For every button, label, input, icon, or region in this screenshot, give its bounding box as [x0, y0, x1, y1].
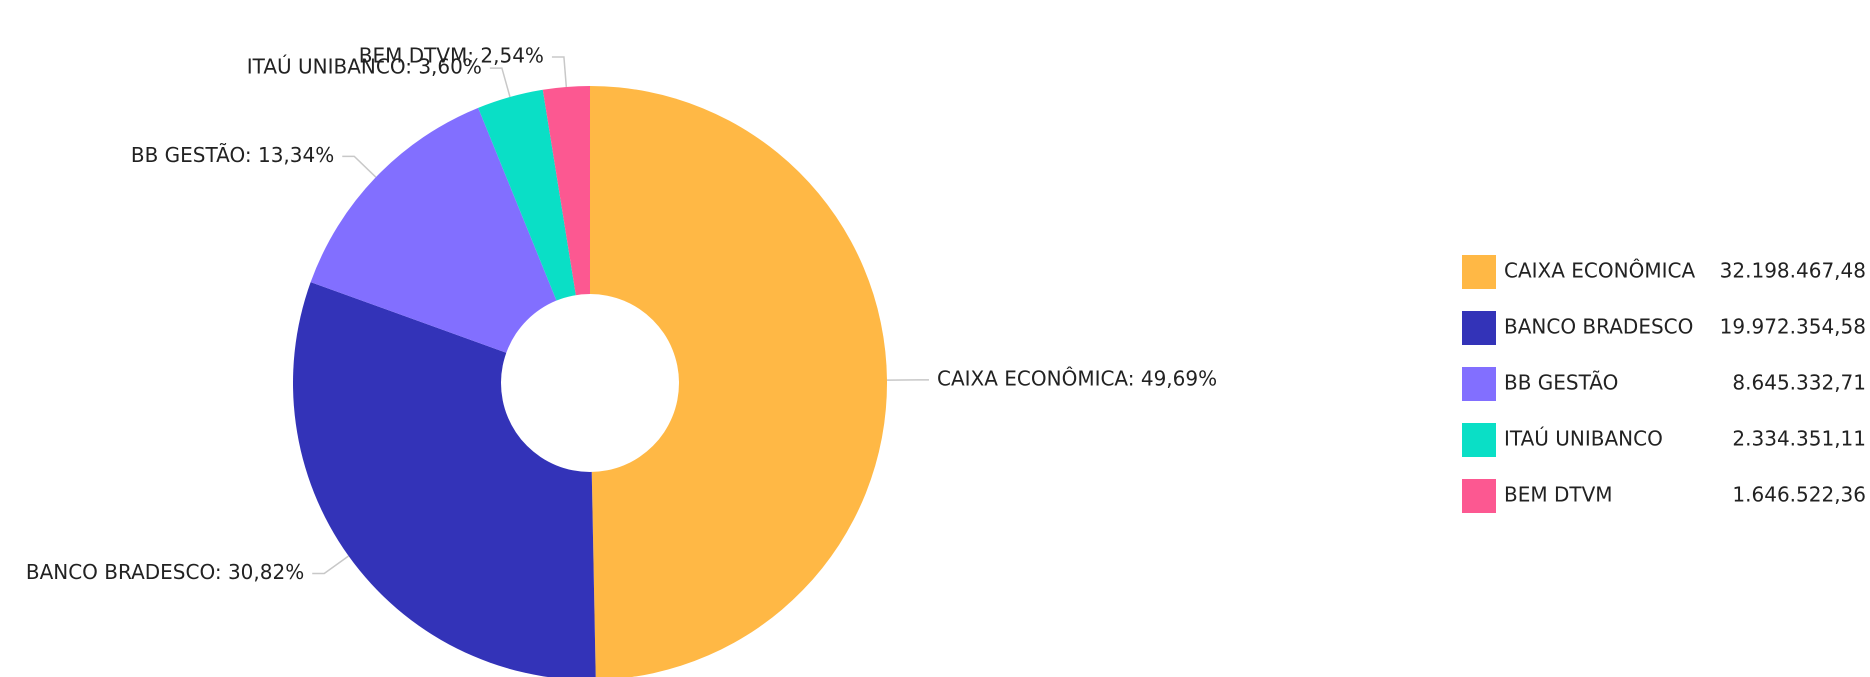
legend-label-bem-dtvm: BEM DTVM [1504, 483, 1613, 507]
slice-label-bem-dtvm: BEM DTVM: 2,54% [359, 44, 544, 68]
slice-bb-gestao [310, 107, 590, 383]
leader-line-banco-bradesco [312, 555, 350, 575]
slice-label-itau-unibanco: ITAÚ UNIBANCO: 3,60% [247, 55, 482, 79]
legend-label-caixa-economica: CAIXA ECONÔMICA [1504, 259, 1695, 283]
legend-value-banco-bradesco: 19.972.354,58 [1720, 315, 1866, 339]
legend-swatch-itau-unibanco [1462, 423, 1496, 457]
legend-swatch-bb-gestao [1462, 367, 1496, 401]
legend-value-bb-gestao: 8.645.332,71 [1732, 371, 1866, 395]
legend-item-bb-gestao[interactable]: BB GESTÃO 8.645.332,71 [1462, 367, 1866, 401]
legend-item-caixa-economica[interactable]: CAIXA ECONÔMICA 32.198.467,48 [1462, 255, 1866, 289]
legend-value-caixa-economica: 32.198.467,48 [1720, 259, 1866, 283]
slice-label-caixa-economica: CAIXA ECONÔMICA: 49,69% [937, 366, 1217, 390]
legend-value-itau-unibanco: 2.334.351,11 [1732, 427, 1866, 451]
legend: CAIXA ECONÔMICA 32.198.467,48 BANCO BRADES… [1462, 255, 1866, 513]
legend-label-banco-bradesco: BANCO BRADESCO [1504, 315, 1693, 339]
donut-hole [501, 294, 679, 472]
slice-label-banco-bradesco: BANCO BRADESCO: 30,82% [26, 560, 304, 584]
slice-label-bb-gestao: BB GESTÃO: 13,34% [131, 143, 334, 167]
legend-item-itau-unibanco[interactable]: ITAÚ UNIBANCO 2.334.351,11 [1462, 423, 1866, 457]
slice-labels-group: CAIXA ECONÔMICA: 49,69% BANCO BRADESCO: 3… [26, 44, 1217, 584]
legend-swatch-banco-bradesco [1462, 311, 1496, 345]
legend-item-banco-bradesco[interactable]: BANCO BRADESCO 19.972.354,58 [1462, 311, 1866, 345]
leader-line-itau-unibanco [489, 67, 511, 98]
legend-item-bem-dtvm[interactable]: BEM DTVM 1.646.522,36 [1462, 479, 1866, 513]
legend-swatch-caixa-economica [1462, 255, 1496, 289]
legend-label-itau-unibanco: ITAÚ UNIBANCO [1504, 427, 1663, 451]
legend-value-bem-dtvm: 1.646.522,36 [1732, 483, 1866, 507]
leader-line-bem-dtvm [551, 56, 568, 88]
legend-swatch-bem-dtvm [1462, 479, 1496, 513]
slice-caixa-economica [590, 86, 887, 677]
legend-label-bb-gestao: BB GESTÃO [1504, 371, 1618, 395]
leader-line-bb-gestao [342, 155, 377, 178]
